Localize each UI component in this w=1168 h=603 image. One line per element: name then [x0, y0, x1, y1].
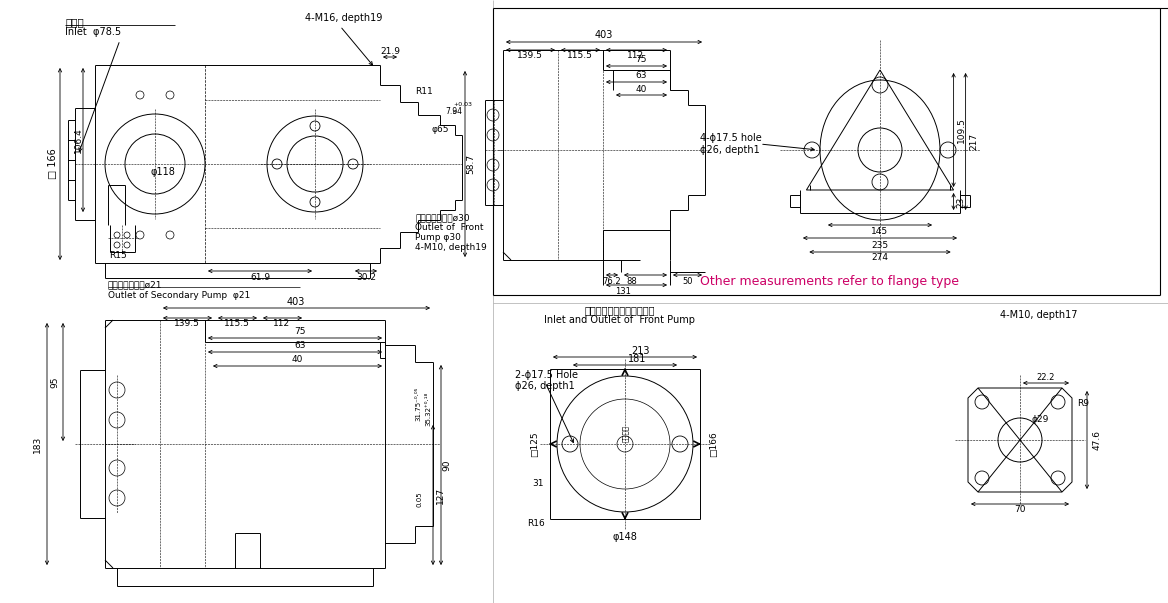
Text: Pump φ30: Pump φ30 [415, 233, 461, 242]
Text: 2-ϕ17.5 Hole: 2-ϕ17.5 Hole [515, 370, 578, 380]
Text: 235: 235 [871, 241, 889, 250]
Text: 58.7: 58.7 [466, 154, 475, 174]
Text: □166: □166 [709, 431, 718, 457]
Text: 403: 403 [287, 297, 305, 307]
Text: 139.5: 139.5 [174, 320, 200, 329]
Text: 21.9: 21.9 [380, 46, 399, 55]
Text: □ 166: □ 166 [48, 148, 58, 179]
Text: 高壓力泵: 高壓力泵 [621, 426, 628, 443]
Text: 22.2: 22.2 [1037, 373, 1055, 382]
Text: φ148: φ148 [612, 532, 638, 542]
Text: φ118: φ118 [151, 167, 175, 177]
Text: 88: 88 [626, 277, 638, 286]
Text: 50: 50 [683, 277, 694, 286]
Text: 213: 213 [631, 346, 649, 356]
Text: 35.32⁺⁰·¹⁸: 35.32⁺⁰·¹⁸ [425, 392, 431, 426]
Text: 274: 274 [871, 253, 889, 262]
Text: 145: 145 [871, 227, 889, 236]
Text: R9: R9 [1077, 399, 1089, 408]
Text: 4-M10, depth17: 4-M10, depth17 [1000, 310, 1078, 320]
Text: 70: 70 [1014, 505, 1026, 514]
Text: φ65: φ65 [432, 125, 450, 134]
Text: Inlet and Outlet of  Front Pump: Inlet and Outlet of Front Pump [544, 315, 695, 325]
Text: 95: 95 [50, 376, 60, 388]
Text: Inlet  φ78.5: Inlet φ78.5 [65, 27, 121, 37]
Text: 109.5: 109.5 [957, 117, 966, 143]
Text: 127: 127 [436, 487, 445, 504]
Text: Outlet of Secondary Pump  φ21: Outlet of Secondary Pump φ21 [107, 291, 250, 300]
Text: 4-M10, depth19: 4-M10, depth19 [415, 244, 487, 253]
Text: 前泵漏出油口　ø30: 前泵漏出油口 ø30 [415, 213, 470, 223]
Text: 183: 183 [33, 435, 42, 453]
Text: +0.03: +0.03 [453, 103, 472, 107]
Text: 106.4: 106.4 [74, 127, 83, 153]
Text: 7.94: 7.94 [445, 107, 463, 116]
Text: 217: 217 [969, 133, 978, 150]
Text: □125: □125 [530, 431, 540, 457]
Text: 403: 403 [595, 30, 613, 40]
Text: 0.05: 0.05 [417, 491, 423, 507]
Text: 139.5: 139.5 [517, 51, 543, 60]
Text: ϕ26, depth1: ϕ26, depth1 [515, 381, 575, 391]
Text: 115.5: 115.5 [224, 320, 250, 329]
Text: 40: 40 [291, 356, 303, 364]
Text: 後泵浦出油口　ø21: 後泵浦出油口 ø21 [107, 280, 162, 289]
Text: 4-M16, depth19: 4-M16, depth19 [305, 13, 382, 23]
Text: 112: 112 [273, 320, 291, 329]
Text: 前泵浦入油口和出油口方向: 前泵浦入油口和出油口方向 [585, 305, 655, 315]
Text: 31: 31 [533, 479, 544, 488]
Text: 181: 181 [628, 354, 646, 364]
Text: 61.9: 61.9 [250, 273, 270, 282]
Text: Outlet of  Front: Outlet of Front [415, 224, 484, 233]
Text: 76.2: 76.2 [603, 277, 621, 286]
Text: R11: R11 [415, 87, 433, 96]
Text: 31.75⁻⁰·⁰⁵: 31.75⁻⁰·⁰⁵ [415, 387, 420, 421]
Text: 75: 75 [294, 327, 306, 336]
Text: 115.5: 115.5 [566, 51, 593, 60]
Text: 131: 131 [616, 288, 631, 297]
Text: ϕ26, depth1: ϕ26, depth1 [700, 145, 759, 155]
Text: R16: R16 [527, 520, 545, 528]
Text: 47.6: 47.6 [1092, 430, 1101, 450]
Text: 4-ϕ17.5 hole: 4-ϕ17.5 hole [700, 133, 762, 143]
Text: Other measurements refer to flange type: Other measurements refer to flange type [701, 276, 959, 288]
Text: 40: 40 [635, 84, 647, 93]
Text: 112: 112 [627, 51, 645, 60]
Text: ϕ29: ϕ29 [1031, 415, 1049, 425]
Text: R15: R15 [109, 250, 127, 259]
Text: 63: 63 [294, 341, 306, 350]
Text: 23: 23 [957, 197, 965, 207]
Text: 30.2: 30.2 [356, 273, 376, 282]
Text: 63: 63 [635, 72, 647, 80]
Text: 0: 0 [453, 110, 457, 116]
Text: 90: 90 [443, 459, 452, 471]
Text: 入油口: 入油口 [65, 17, 84, 27]
Text: 75: 75 [635, 55, 647, 65]
